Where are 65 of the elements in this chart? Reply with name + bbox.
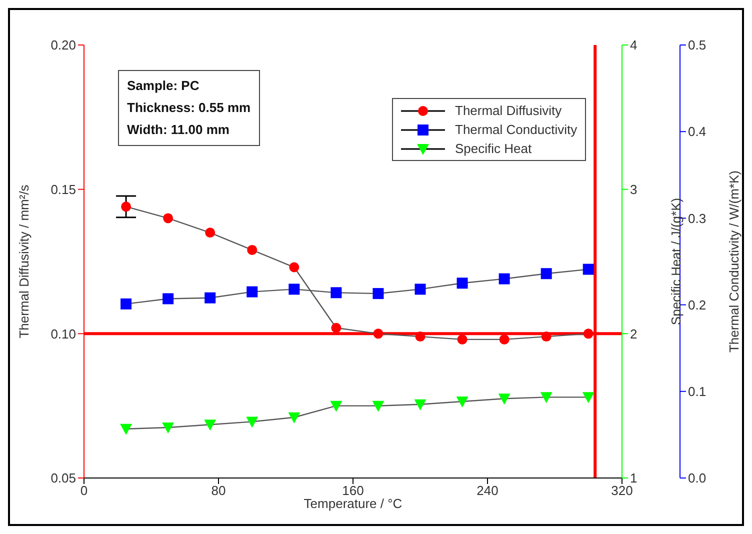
y2-tick-label: 2 [630, 326, 638, 342]
point [163, 213, 174, 224]
y3-tick-label: 0.5 [688, 38, 706, 53]
annotation: Sample: PC [127, 77, 200, 95]
legend-label: Thermal Diffusivity [455, 103, 562, 118]
x-tick-label: 0 [80, 483, 88, 498]
point [331, 322, 342, 333]
x-axis-title: Temperature / °C [304, 496, 402, 511]
y-tick-label: 0.05 [50, 470, 76, 486]
y3-axis-title: Thermal Conductivity / W/(m*K) [726, 170, 742, 353]
point [120, 424, 132, 435]
point [415, 332, 426, 342]
point [246, 416, 258, 428]
y3-tick-label: 0.1 [688, 384, 706, 400]
y-tick-label: 0.15 [50, 182, 76, 197]
y2-axis-title: Specific Heat / J/(g*K) [668, 198, 684, 326]
point [247, 244, 258, 255]
point [288, 284, 300, 295]
point [498, 394, 510, 405]
point [289, 262, 300, 272]
point [540, 392, 552, 404]
point [583, 328, 594, 339]
y3-tick-label: 0.4 [688, 124, 706, 140]
x-tick-label: 320 [611, 483, 633, 498]
y-tick-label: 0.20 [50, 38, 76, 53]
point [205, 228, 216, 238]
point [162, 293, 174, 304]
legend-label: Thermal Conductivity [455, 122, 578, 137]
y2-tick-label: 4 [630, 38, 638, 53]
x-tick-label: 160 [342, 483, 364, 498]
annotation: Thickness: 0.55 mm [127, 99, 251, 117]
point [330, 400, 342, 412]
point [414, 284, 426, 295]
y-axis-title: Thermal Diffusivity / mm²/s [16, 184, 32, 338]
point [456, 396, 468, 408]
point [498, 273, 510, 284]
y-tick-label: 0.10 [50, 326, 76, 342]
x-tick-label: 240 [476, 483, 498, 498]
y2-tick-label: 1 [630, 470, 638, 486]
point [121, 202, 132, 212]
point [204, 420, 216, 431]
point [540, 268, 552, 280]
point [330, 287, 342, 298]
point [162, 422, 174, 434]
point [499, 334, 510, 344]
point [541, 332, 552, 342]
y3-tick-label: 0.3 [688, 210, 706, 226]
point [288, 412, 300, 424]
x-tick-label: 80 [211, 483, 226, 498]
legend-label: Specific Heat [455, 141, 532, 156]
y3-tick-label: 0.0 [688, 470, 706, 486]
annotation: Width: 11.00 mm [127, 121, 230, 139]
y3-tick-label: 0.2 [688, 297, 706, 312]
point [582, 392, 594, 404]
point [246, 286, 258, 298]
y2-tick-label: 3 [630, 182, 638, 197]
point [372, 288, 384, 300]
point [373, 328, 384, 339]
point [372, 400, 384, 412]
point [582, 264, 594, 275]
point [457, 334, 468, 344]
point [414, 399, 426, 410]
point [120, 298, 132, 310]
point [204, 292, 216, 304]
point [456, 278, 468, 289]
